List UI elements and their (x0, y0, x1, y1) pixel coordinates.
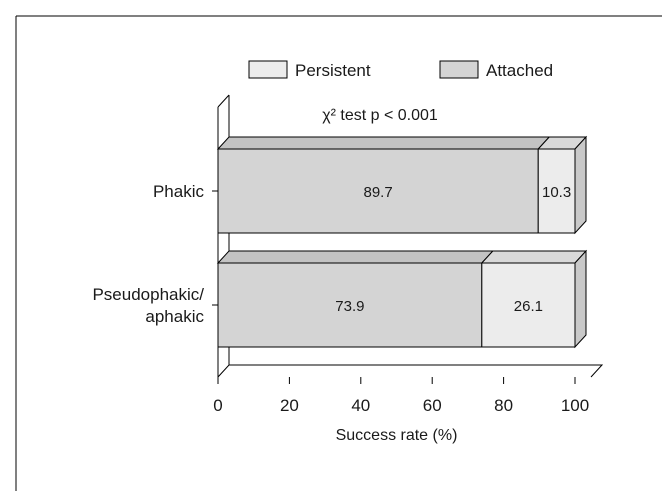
legend-swatch-persistent (248, 60, 288, 79)
bar-top-face (216, 136, 551, 150)
plot-area: 89.7 10.3 Phakic 73.9 26.1 Pseudophakic/aphak… (92, 135, 589, 444)
bar-top-face (216, 250, 494, 264)
category-label: aphakic (145, 307, 204, 326)
x-tick-label: 80 (494, 396, 513, 415)
data-label: 89.7 (364, 184, 393, 201)
legend-label-attached: Attached (486, 61, 553, 80)
category-label: Pseudophakic/ (92, 285, 204, 304)
floor-plane (217, 364, 604, 378)
legend-swatch-attached (439, 60, 479, 79)
bar-segment-attached (217, 148, 539, 234)
legend: Persistent Attached (248, 60, 553, 80)
legend-label-persistent: Persistent (295, 61, 371, 80)
x-tick-label: 20 (280, 396, 299, 415)
category-label: Phakic (153, 182, 205, 201)
bar-side-face (574, 135, 587, 235)
chi-square-annotation: χ² test p < 0.001 (322, 107, 438, 124)
x-tick-label: 60 (423, 396, 442, 415)
x-tick-label: 100 (561, 396, 589, 415)
x-axis-title: Success rate (%) (336, 427, 458, 444)
x-tick-label: 40 (351, 396, 370, 415)
bar-side-face (574, 249, 587, 349)
data-label: 26.1 (514, 298, 543, 315)
data-label: 10.3 (542, 184, 571, 201)
bar-top-face (480, 250, 588, 264)
depth-link-top (217, 94, 230, 108)
data-label: 73.9 (335, 298, 364, 315)
x-tick-label: 0 (213, 396, 222, 415)
bar-segment-persistent (481, 262, 576, 348)
